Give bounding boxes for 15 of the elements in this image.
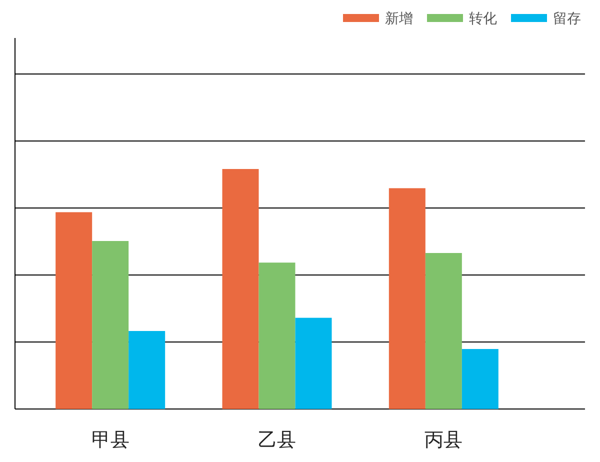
- legend-label: 新增: [385, 11, 413, 27]
- bar: [128, 331, 166, 409]
- x-tick-label: 乙县: [258, 429, 296, 451]
- bar: [258, 262, 296, 409]
- x-tick-label: 丙县: [424, 429, 463, 451]
- bar: [388, 188, 426, 409]
- legend-label: 转化: [469, 11, 497, 27]
- bar: [222, 169, 259, 409]
- bar: [295, 318, 332, 409]
- legend-label: 留存: [553, 11, 581, 27]
- x-tick-label: 甲县: [91, 429, 130, 451]
- bar: [425, 253, 462, 409]
- bar: [462, 349, 498, 409]
- bar: [92, 241, 129, 409]
- bar: [56, 212, 92, 409]
